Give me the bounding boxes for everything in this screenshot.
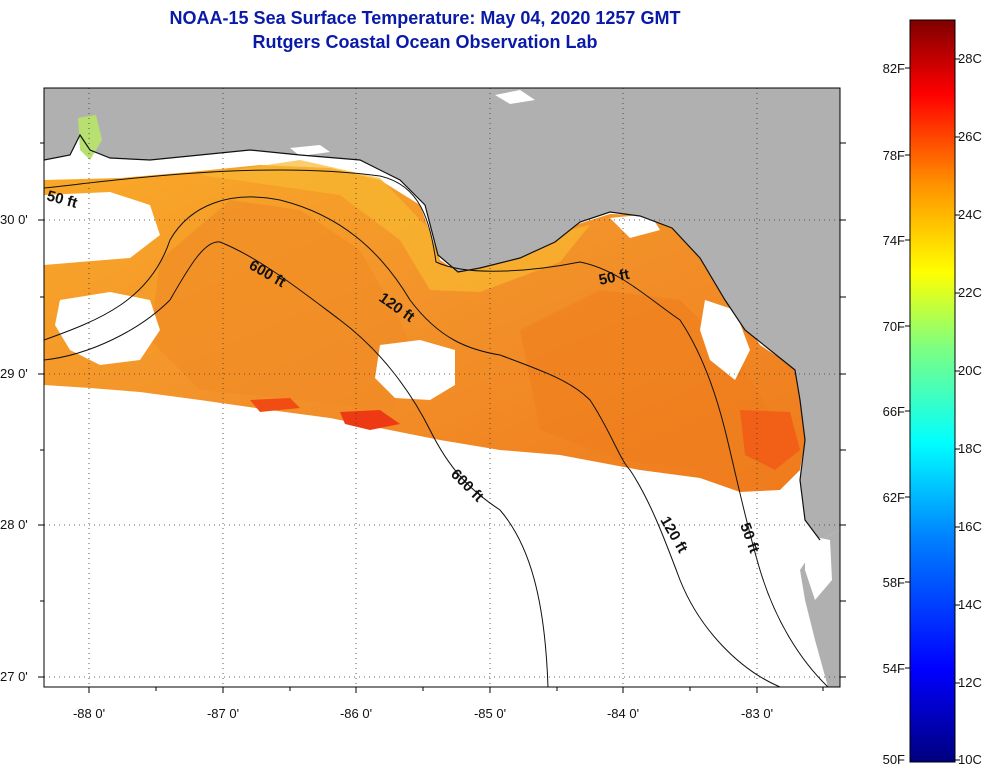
- lat-label: 27 0': [0, 669, 28, 684]
- colorbar-celsius-label: 12C: [958, 675, 982, 690]
- contour-120ft: [44, 196, 781, 687]
- nearshore-shelf-region: [200, 160, 590, 292]
- colorbar-fahrenheit-label: 66F: [883, 404, 905, 419]
- colorbar-fahrenheit-label: 78F: [883, 148, 905, 163]
- colorbar-ticks: [905, 58, 960, 761]
- cloud-patch: [44, 192, 160, 265]
- cloud-patch: [55, 292, 160, 365]
- inland-water: [290, 145, 330, 156]
- cloud-patch: [375, 340, 455, 400]
- colorbar-fahrenheit-label: 58F: [883, 575, 905, 590]
- lon-label: -87 0': [207, 706, 239, 721]
- warm-spot: [740, 410, 800, 470]
- frame-ticks: [38, 142, 846, 693]
- coastline: [44, 133, 821, 541]
- lat-label: 30 0': [0, 212, 28, 227]
- colorbar-fahrenheit-label: 50F: [883, 752, 905, 767]
- colorbar-celsius-label: 28C: [958, 51, 982, 66]
- colorbar: [909, 19, 956, 763]
- colorbar-fahrenheit-label: 62F: [883, 490, 905, 505]
- colorbar-celsius-label: 10C: [958, 752, 982, 767]
- colorbar-celsius-label: 26C: [958, 129, 982, 144]
- inland-water: [805, 535, 832, 600]
- land-mass: [44, 88, 840, 540]
- warm-shelf-region: [150, 200, 420, 410]
- contour-label: 50 ft: [597, 266, 631, 289]
- colorbar-celsius-label: 18C: [958, 441, 982, 456]
- colorbar-fahrenheit-label: 74F: [883, 233, 905, 248]
- colorbar-celsius-label: 20C: [958, 363, 982, 378]
- lon-label: -85 0': [474, 706, 506, 721]
- warm-spot: [340, 410, 400, 430]
- contour-600ft: [44, 241, 549, 687]
- colorbar-celsius-label: 22C: [958, 285, 982, 300]
- lon-label: -83 0': [741, 706, 773, 721]
- colorbar-celsius-label: 24C: [958, 207, 982, 222]
- plot-frame: [43, 87, 841, 688]
- lon-label: -88 0': [73, 706, 105, 721]
- cloud-patch: [610, 214, 660, 238]
- inland-water: [495, 90, 535, 104]
- colorbar-fahrenheit-label: 82F: [883, 61, 905, 76]
- lat-label: 29 0': [0, 366, 28, 381]
- warm-spot: [250, 398, 300, 412]
- colorbar-celsius-label: 14C: [958, 597, 982, 612]
- map-subtitle: Rutgers Coastal Ocean Observation Lab: [252, 32, 598, 52]
- colorbar-fahrenheit-label: 54F: [883, 661, 905, 676]
- bay-cool-water: [78, 115, 102, 160]
- map-title: NOAA-15 Sea Surface Temperature: May 04,…: [169, 8, 681, 28]
- lon-label: -86 0': [340, 706, 372, 721]
- cloud-patch: [700, 300, 750, 380]
- lon-label: -84 0': [607, 706, 639, 721]
- colorbar-celsius-label: 16C: [958, 519, 982, 534]
- colorbar-fahrenheit-label: 70F: [883, 319, 905, 334]
- lat-label: 28 0': [0, 517, 28, 532]
- contour-50ft: [44, 169, 829, 687]
